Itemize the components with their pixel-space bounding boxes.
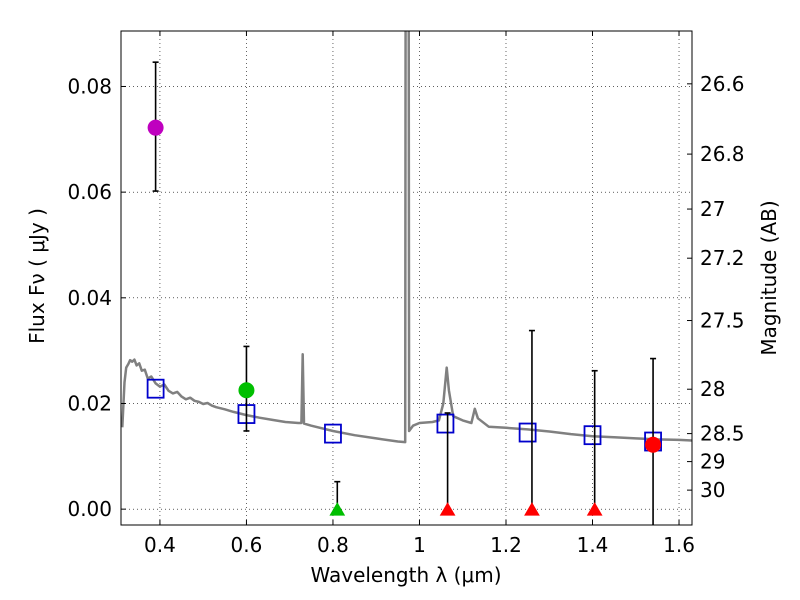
y2-tick-label: 27.2 xyxy=(700,246,745,270)
upper-limit-marker xyxy=(524,502,540,516)
model-square-marker xyxy=(583,425,602,446)
y-tick-label: 0.00 xyxy=(67,497,112,521)
x-tick-label: 1 xyxy=(413,533,426,557)
y2-tick-label: 28.5 xyxy=(700,422,745,446)
upper-limit-marker xyxy=(329,502,346,516)
y-tick-label: 0.06 xyxy=(67,180,112,204)
plot-frame xyxy=(120,30,693,526)
y-tick-label: 0.04 xyxy=(67,286,112,310)
x-axis-title: Wavelength λ (μm) xyxy=(310,563,501,587)
y-axis-title: Flux Fν ( μJy ) xyxy=(25,208,49,344)
model-square-marker xyxy=(146,378,165,399)
x-tick-label: 1.4 xyxy=(577,533,609,557)
spectrum-line xyxy=(121,31,692,444)
x-tick-label: 1.2 xyxy=(490,533,522,557)
x-tick-label: 1.6 xyxy=(663,533,695,557)
y2-tick-label: 26.8 xyxy=(700,142,745,166)
detection-marker xyxy=(147,119,164,136)
y-tick-label: 0.08 xyxy=(67,74,112,98)
x-tick-label: 0.8 xyxy=(317,533,349,557)
y2-tick-label: 27 xyxy=(700,197,725,221)
errorbar-layer xyxy=(146,61,662,525)
detection-marker xyxy=(238,382,255,399)
model-square-marker xyxy=(324,423,342,444)
model-square-marker xyxy=(518,422,537,443)
upper-limit-marker xyxy=(439,502,456,516)
x-tick-label: 0.6 xyxy=(231,533,263,557)
y2-axis-title: Magnitude (AB) xyxy=(757,200,781,355)
detection-marker xyxy=(645,436,662,453)
y2-tick-label: 27.5 xyxy=(700,309,745,333)
upper-limit-marker xyxy=(586,502,603,516)
model-square-marker xyxy=(436,413,455,434)
axes: 0.4 0.6 0.8 1 1.2 1.4 1.6 0.00 0.02 0.04 0.06 0.08 2… xyxy=(67,31,745,557)
y2-tick-label: 30 xyxy=(700,478,725,502)
y2-tick-label: 28 xyxy=(700,377,725,401)
y2-tick-label: 29 xyxy=(700,450,725,474)
x-tick-label: 0.4 xyxy=(144,533,176,557)
y2-tick-label: 26.6 xyxy=(700,72,745,96)
data-layer xyxy=(121,31,692,444)
y-tick-label: 0.02 xyxy=(67,391,112,415)
